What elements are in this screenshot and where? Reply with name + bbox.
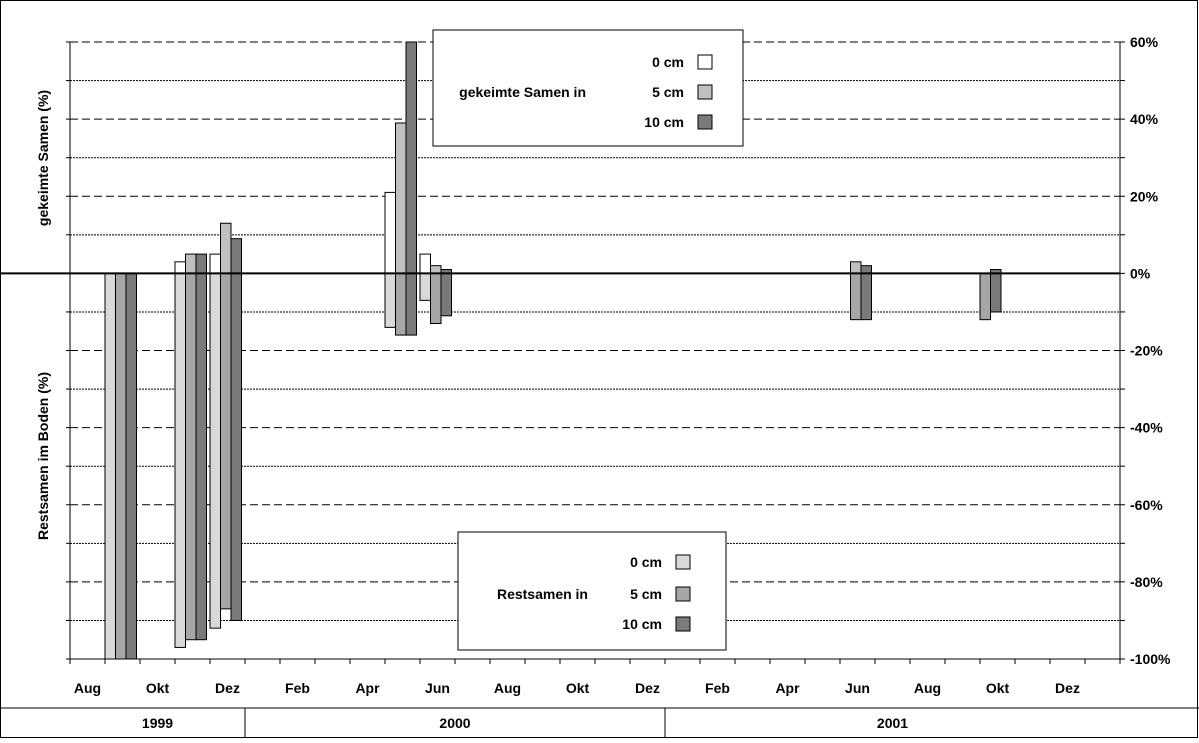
remaining-bar-5cm bbox=[185, 272, 197, 641]
remaining-bar-5cm bbox=[395, 272, 407, 336]
legend-germinated: gekeimte Samen in 0 cm 5 cm 10 cm bbox=[432, 29, 744, 147]
legend-germinated-entry-label: 5 cm bbox=[652, 84, 684, 100]
left-axis-bottom-title: Restsamen im Boden (%) bbox=[35, 372, 51, 540]
x-tick-label: Feb bbox=[285, 680, 310, 696]
remaining-bar-0cm bbox=[209, 272, 221, 629]
y-tick-label: 20% bbox=[1130, 188, 1159, 204]
remaining-bar-5cm bbox=[979, 272, 991, 321]
germinated-bar-10cm bbox=[860, 265, 872, 274]
x-tick-label: Apr bbox=[355, 680, 380, 696]
year-label: 2001 bbox=[877, 715, 908, 731]
y-tick-label: -80% bbox=[1130, 574, 1163, 590]
remaining-bar-10cm bbox=[125, 272, 137, 660]
y-tick-label: 60% bbox=[1130, 34, 1159, 50]
legend-remaining-entry-label: 10 cm bbox=[622, 616, 662, 632]
remaining-bar-10cm bbox=[440, 272, 452, 317]
x-tick-label: Jun bbox=[425, 680, 450, 696]
y-tick-label: -100% bbox=[1130, 651, 1171, 667]
remaining-bar-5cm bbox=[115, 272, 127, 660]
x-tick-label: Apr bbox=[775, 680, 800, 696]
x-tick-label: Aug bbox=[494, 680, 521, 696]
remaining-bar-5cm bbox=[220, 272, 232, 610]
remaining-bar-10cm bbox=[860, 272, 872, 321]
remaining-bar-0cm bbox=[174, 272, 186, 648]
germinated-bar-5cm bbox=[220, 222, 232, 274]
germinated-bar-5cm bbox=[395, 122, 407, 274]
x-tick-label: Okt bbox=[986, 680, 1010, 696]
x-tick-label: Dez bbox=[635, 680, 660, 696]
x-tick-label: Aug bbox=[914, 680, 941, 696]
germinated-bar-5cm bbox=[185, 253, 197, 274]
y-tick-label: -40% bbox=[1130, 420, 1163, 436]
legend-remaining-title: Restsamen in bbox=[497, 586, 588, 602]
germinated-bar-0cm bbox=[209, 253, 221, 274]
legend-germinated-entry-label: 0 cm bbox=[652, 54, 684, 70]
legend-germinated-title: gekeimte Samen in bbox=[459, 84, 586, 100]
year-label: 2000 bbox=[439, 715, 470, 731]
x-tick-label: Feb bbox=[705, 680, 730, 696]
germinated-bar-5cm bbox=[430, 265, 442, 274]
legend-remaining-swatch bbox=[675, 554, 691, 570]
x-tick-label: Aug bbox=[74, 680, 101, 696]
x-tick-label: Okt bbox=[146, 680, 170, 696]
germinated-bar-10cm bbox=[405, 41, 417, 274]
remaining-bar-10cm bbox=[195, 272, 207, 641]
germinated-bar-0cm bbox=[419, 253, 431, 274]
germinated-bar-10cm bbox=[230, 238, 242, 274]
legend-germinated-swatch bbox=[697, 54, 713, 70]
remaining-bar-0cm bbox=[384, 272, 396, 328]
x-tick-label: Okt bbox=[566, 680, 590, 696]
legend-remaining-swatch bbox=[675, 616, 691, 632]
remaining-bar-5cm bbox=[430, 272, 442, 325]
legend-germinated-swatch bbox=[697, 84, 713, 100]
germinated-bar-10cm bbox=[195, 253, 207, 274]
y-tick-label: -60% bbox=[1130, 497, 1163, 513]
x-tick-label: Jun bbox=[845, 680, 870, 696]
legend-germinated-swatch bbox=[697, 114, 713, 130]
legend-germinated-box bbox=[432, 29, 744, 147]
y-tick-label: -20% bbox=[1130, 343, 1163, 359]
left-axis-top-title: gekeimte Samen (%) bbox=[35, 90, 51, 226]
germinated-bar-0cm bbox=[384, 191, 396, 274]
remaining-bar-10cm bbox=[990, 272, 1002, 313]
germinated-bar-0cm bbox=[174, 261, 186, 274]
year-label: 1999 bbox=[142, 715, 173, 731]
legend-remaining-entry-label: 0 cm bbox=[630, 554, 662, 570]
remaining-bar-10cm bbox=[230, 272, 242, 621]
legend-germinated-entry-label: 10 cm bbox=[644, 114, 684, 130]
legend-remaining-swatch bbox=[675, 586, 691, 602]
x-tick-label: Dez bbox=[1055, 680, 1080, 696]
remaining-bar-10cm bbox=[405, 272, 417, 336]
y-tick-label: 40% bbox=[1130, 111, 1159, 127]
remaining-bar-0cm bbox=[104, 272, 116, 660]
x-tick-label: Dez bbox=[215, 680, 240, 696]
axes: 60% 40% 20% 0% -20% -40% -60% -80% -100% Aug Okt De… bbox=[0, 34, 1199, 738]
legend-remaining: Restsamen in 0 cm 5 cm 10 cm bbox=[457, 531, 727, 651]
legend-remaining-entry-label: 5 cm bbox=[630, 586, 662, 602]
germinated-bar-5cm bbox=[850, 261, 862, 274]
remaining-bar-5cm bbox=[850, 272, 862, 321]
y-tick-label: 0% bbox=[1130, 265, 1151, 281]
remaining-bar-0cm bbox=[419, 272, 431, 301]
